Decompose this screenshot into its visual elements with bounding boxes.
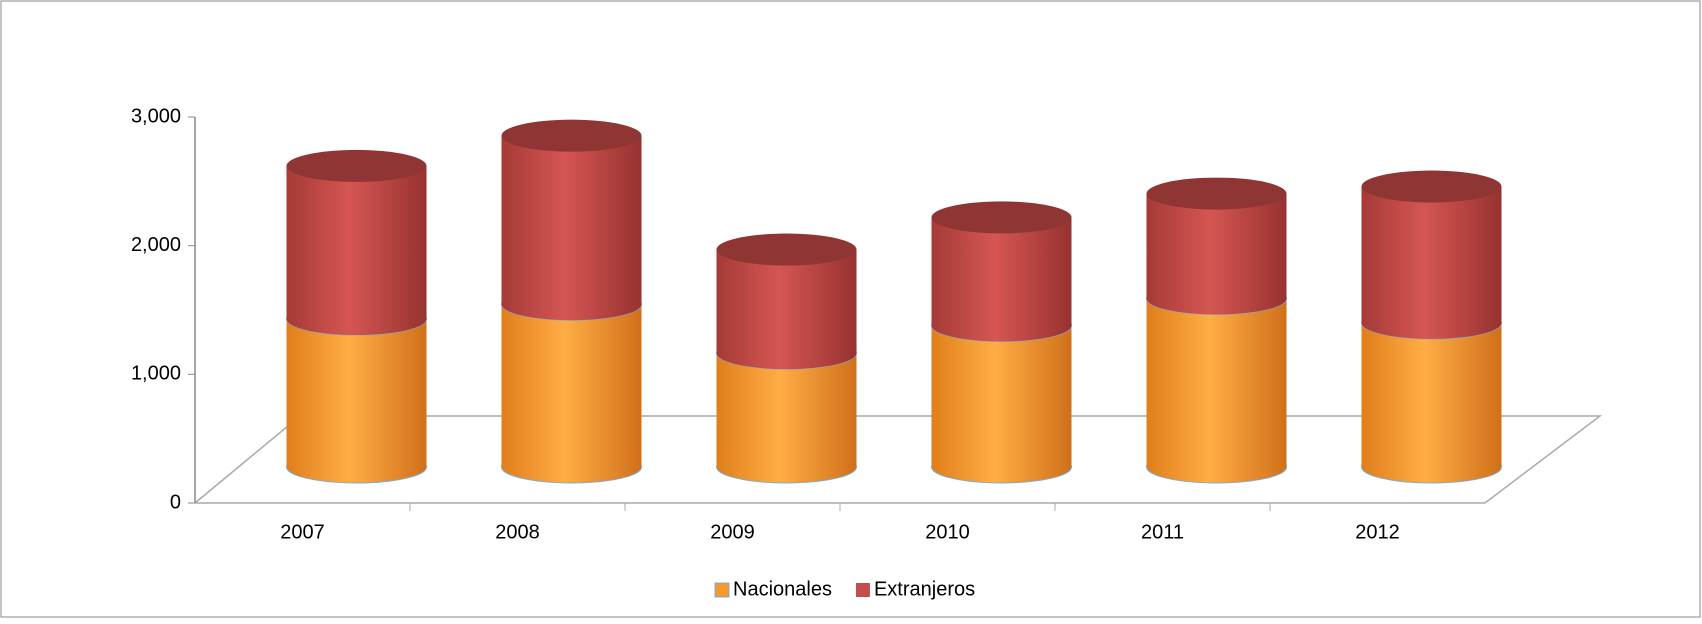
cylinder-body bbox=[1361, 322, 1502, 467]
cylinder-body bbox=[931, 217, 1072, 326]
cylinder-top bbox=[931, 201, 1072, 234]
legend-swatch bbox=[855, 583, 870, 597]
cylinder-body bbox=[716, 249, 857, 354]
x-tick-label: 2009 bbox=[710, 521, 755, 543]
cylinder-top bbox=[1361, 170, 1502, 203]
y-tick-label: 2,000 bbox=[131, 234, 181, 256]
cylinder-body bbox=[286, 319, 427, 467]
cylinder-body bbox=[1361, 186, 1502, 323]
y-tick-label: 0 bbox=[170, 491, 181, 513]
cylinder-top bbox=[501, 119, 642, 152]
x-tick-label: 2010 bbox=[925, 521, 970, 543]
cylinder-body bbox=[501, 304, 642, 467]
x-tick-label: 2011 bbox=[1141, 521, 1184, 543]
legend-label: Nacionales bbox=[733, 578, 832, 600]
cylinder-body bbox=[716, 353, 857, 467]
cylinder-body bbox=[1146, 193, 1287, 299]
cylinder-top bbox=[716, 233, 857, 266]
cylinder-body bbox=[1146, 298, 1287, 467]
cylinder-body bbox=[286, 165, 427, 320]
y-tick-label: 1,000 bbox=[131, 363, 181, 385]
x-tick-label: 2007 bbox=[280, 521, 325, 543]
cylinder-top bbox=[286, 149, 427, 182]
cylinder-body bbox=[501, 135, 642, 305]
legend-label: Extranjeros bbox=[874, 578, 975, 600]
cylinder-body bbox=[931, 325, 1072, 467]
legend-swatch bbox=[714, 582, 730, 598]
x-tick-label: 2008 bbox=[495, 521, 540, 543]
y-tick-label: 3,000 bbox=[131, 105, 181, 127]
cylinder-top bbox=[1146, 177, 1287, 210]
x-tick-label: 2012 bbox=[1355, 521, 1400, 543]
